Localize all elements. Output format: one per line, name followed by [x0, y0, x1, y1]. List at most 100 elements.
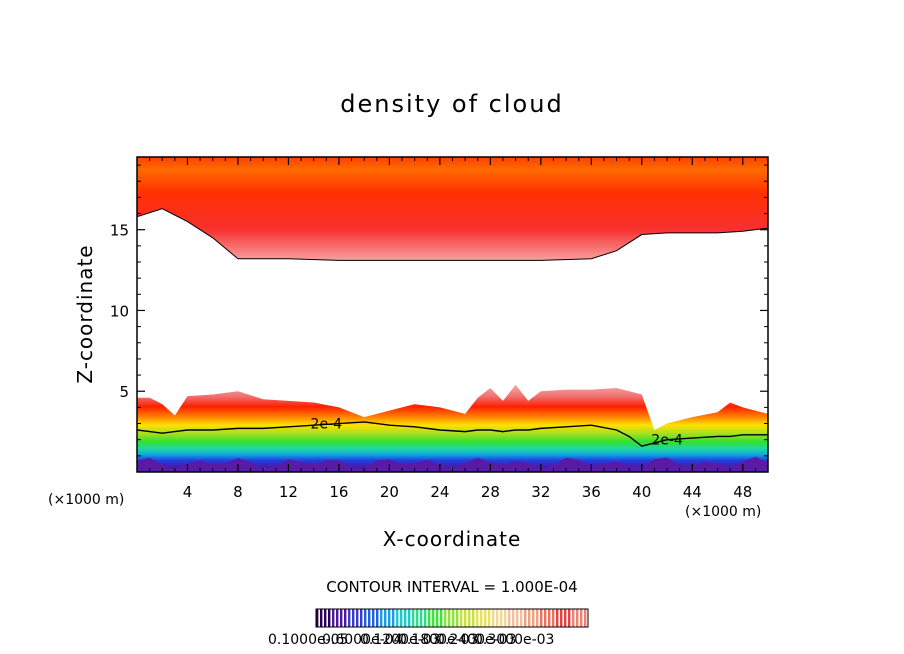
contour-line-2e-4 [137, 421, 768, 447]
colorbar-swatch [388, 609, 391, 627]
colorbar-swatch [444, 609, 447, 627]
colorbar-swatch [352, 609, 355, 627]
colorbar-swatch [560, 609, 563, 627]
colorbar-swatch [396, 609, 399, 627]
colorbar-swatch [368, 609, 371, 627]
colorbar-swatch [440, 609, 443, 627]
colorbar-swatch [520, 609, 523, 627]
colorbar-swatch [384, 609, 387, 627]
y-tick-label: 5 [119, 383, 129, 401]
x-unit-label: (×1000 m) [685, 504, 761, 520]
colorbar-swatch [488, 609, 491, 627]
colorbar-swatch [532, 609, 535, 627]
colorbar-swatch [412, 609, 415, 627]
y-tick-label: 15 [110, 222, 129, 240]
colorbar-swatch [364, 609, 367, 627]
colorbar-swatch [392, 609, 395, 627]
colorbar-swatch [472, 609, 475, 627]
colorbar-swatch [344, 609, 347, 627]
x-tick-label: 16 [329, 483, 348, 501]
colorbar-swatch [584, 609, 587, 627]
colorbar-tick-label: 0.2400e-03 [436, 632, 516, 648]
colorbar-swatch [316, 609, 319, 627]
colorbar-swatch [524, 609, 527, 627]
colorbar-swatch [536, 609, 539, 627]
colorbar-tick-label: 0.6000e-04 [322, 632, 403, 648]
colorbar-min-label: 0.1000e-05 [268, 632, 348, 648]
colorbar-swatch [500, 609, 503, 627]
upper-anvil-region [137, 157, 768, 261]
colorbar-swatch [492, 609, 495, 627]
x-tick-label: 12 [279, 483, 298, 501]
colorbar-swatch [420, 609, 423, 627]
y-tick-label: 10 [110, 302, 129, 320]
x-tick-label: 32 [531, 483, 550, 501]
lower-cloud-base-band [137, 456, 768, 472]
colorbar-swatch [548, 609, 551, 627]
colorbar-swatch [512, 609, 515, 627]
x-tick-label: 24 [430, 483, 449, 501]
colorbar-swatch [432, 609, 435, 627]
colorbar-swatch [456, 609, 459, 627]
colorbar-swatch [572, 609, 575, 627]
colorbar-tick-label: 0.1200e-03 [360, 632, 440, 648]
colorbar-swatch [460, 609, 463, 627]
colorbar-swatch [372, 609, 375, 627]
x-tick-label: 20 [380, 483, 399, 501]
colorbar-overlap-labels: 0.6000e-040.1200e-030.1800e-030.2400e-03… [322, 632, 554, 648]
x-tick-label: 36 [582, 483, 601, 501]
colorbar-swatch [436, 609, 439, 627]
colorbar-swatch [328, 609, 331, 627]
colorbar-swatch [416, 609, 419, 627]
colorbar-swatch [324, 609, 327, 627]
colorbar-swatch [468, 609, 471, 627]
colorbar-swatch [380, 609, 383, 627]
colorbar-swatch [356, 609, 359, 627]
colorbar-swatch [360, 609, 363, 627]
colorbar-swatch [484, 609, 487, 627]
colorbar-swatch [376, 609, 379, 627]
x-tick-label: 8 [233, 483, 243, 501]
colorbar-tick-label: 0.3000e-03 [474, 632, 554, 648]
y-unit-label: (×1000 m) [48, 492, 124, 508]
colorbar-swatch [348, 609, 351, 627]
x-tick-label: 28 [481, 483, 500, 501]
colorbar-swatch [564, 609, 567, 627]
colorbar-swatch [544, 609, 547, 627]
colorbar-frame [315, 608, 589, 628]
colorbar-swatch [404, 609, 407, 627]
colorbar-tick-label: 0.1800e-03 [398, 632, 478, 648]
x-tick-label: 44 [683, 483, 702, 501]
x-tick-label: 4 [183, 483, 193, 501]
lower-cloud-region [137, 384, 768, 469]
x-tick-label: 48 [733, 483, 752, 501]
colorbar-swatch [552, 609, 555, 627]
colorbar-swatch [516, 609, 519, 627]
colorbar-swatch [408, 609, 411, 627]
x-axis-title: X-coordinate [383, 527, 522, 551]
colorbar-swatch [428, 609, 431, 627]
plot-area [137, 157, 768, 472]
x-tick-label: 40 [632, 483, 651, 501]
contour-label: 2e-4 [651, 433, 683, 449]
colorbar-swatch [504, 609, 507, 627]
colorbar-swatch [464, 609, 467, 627]
colorbar-swatch [568, 609, 571, 627]
colorbar-swatch [528, 609, 531, 627]
y-axis-title: Z-coordinate [73, 244, 97, 383]
colorbar [316, 609, 587, 627]
colorbar-swatch [580, 609, 583, 627]
x-axis-ticks: 4 8 12 16 20 24 28 32 36 40 44 48 [149, 157, 756, 501]
colorbar-swatch [480, 609, 483, 627]
contour-label: 2e-4 [311, 417, 343, 433]
colorbar-swatch [448, 609, 451, 627]
colorbar-swatch [576, 609, 579, 627]
colorbar-swatch [400, 609, 403, 627]
colorbar-swatch [424, 609, 427, 627]
colorbar-swatch [452, 609, 455, 627]
colorbar-swatch [320, 609, 323, 627]
colorbar-swatch [336, 609, 339, 627]
contour-interval-label: CONTOUR INTERVAL = 1.000E-04 [326, 578, 577, 596]
colorbar-swatch [540, 609, 543, 627]
